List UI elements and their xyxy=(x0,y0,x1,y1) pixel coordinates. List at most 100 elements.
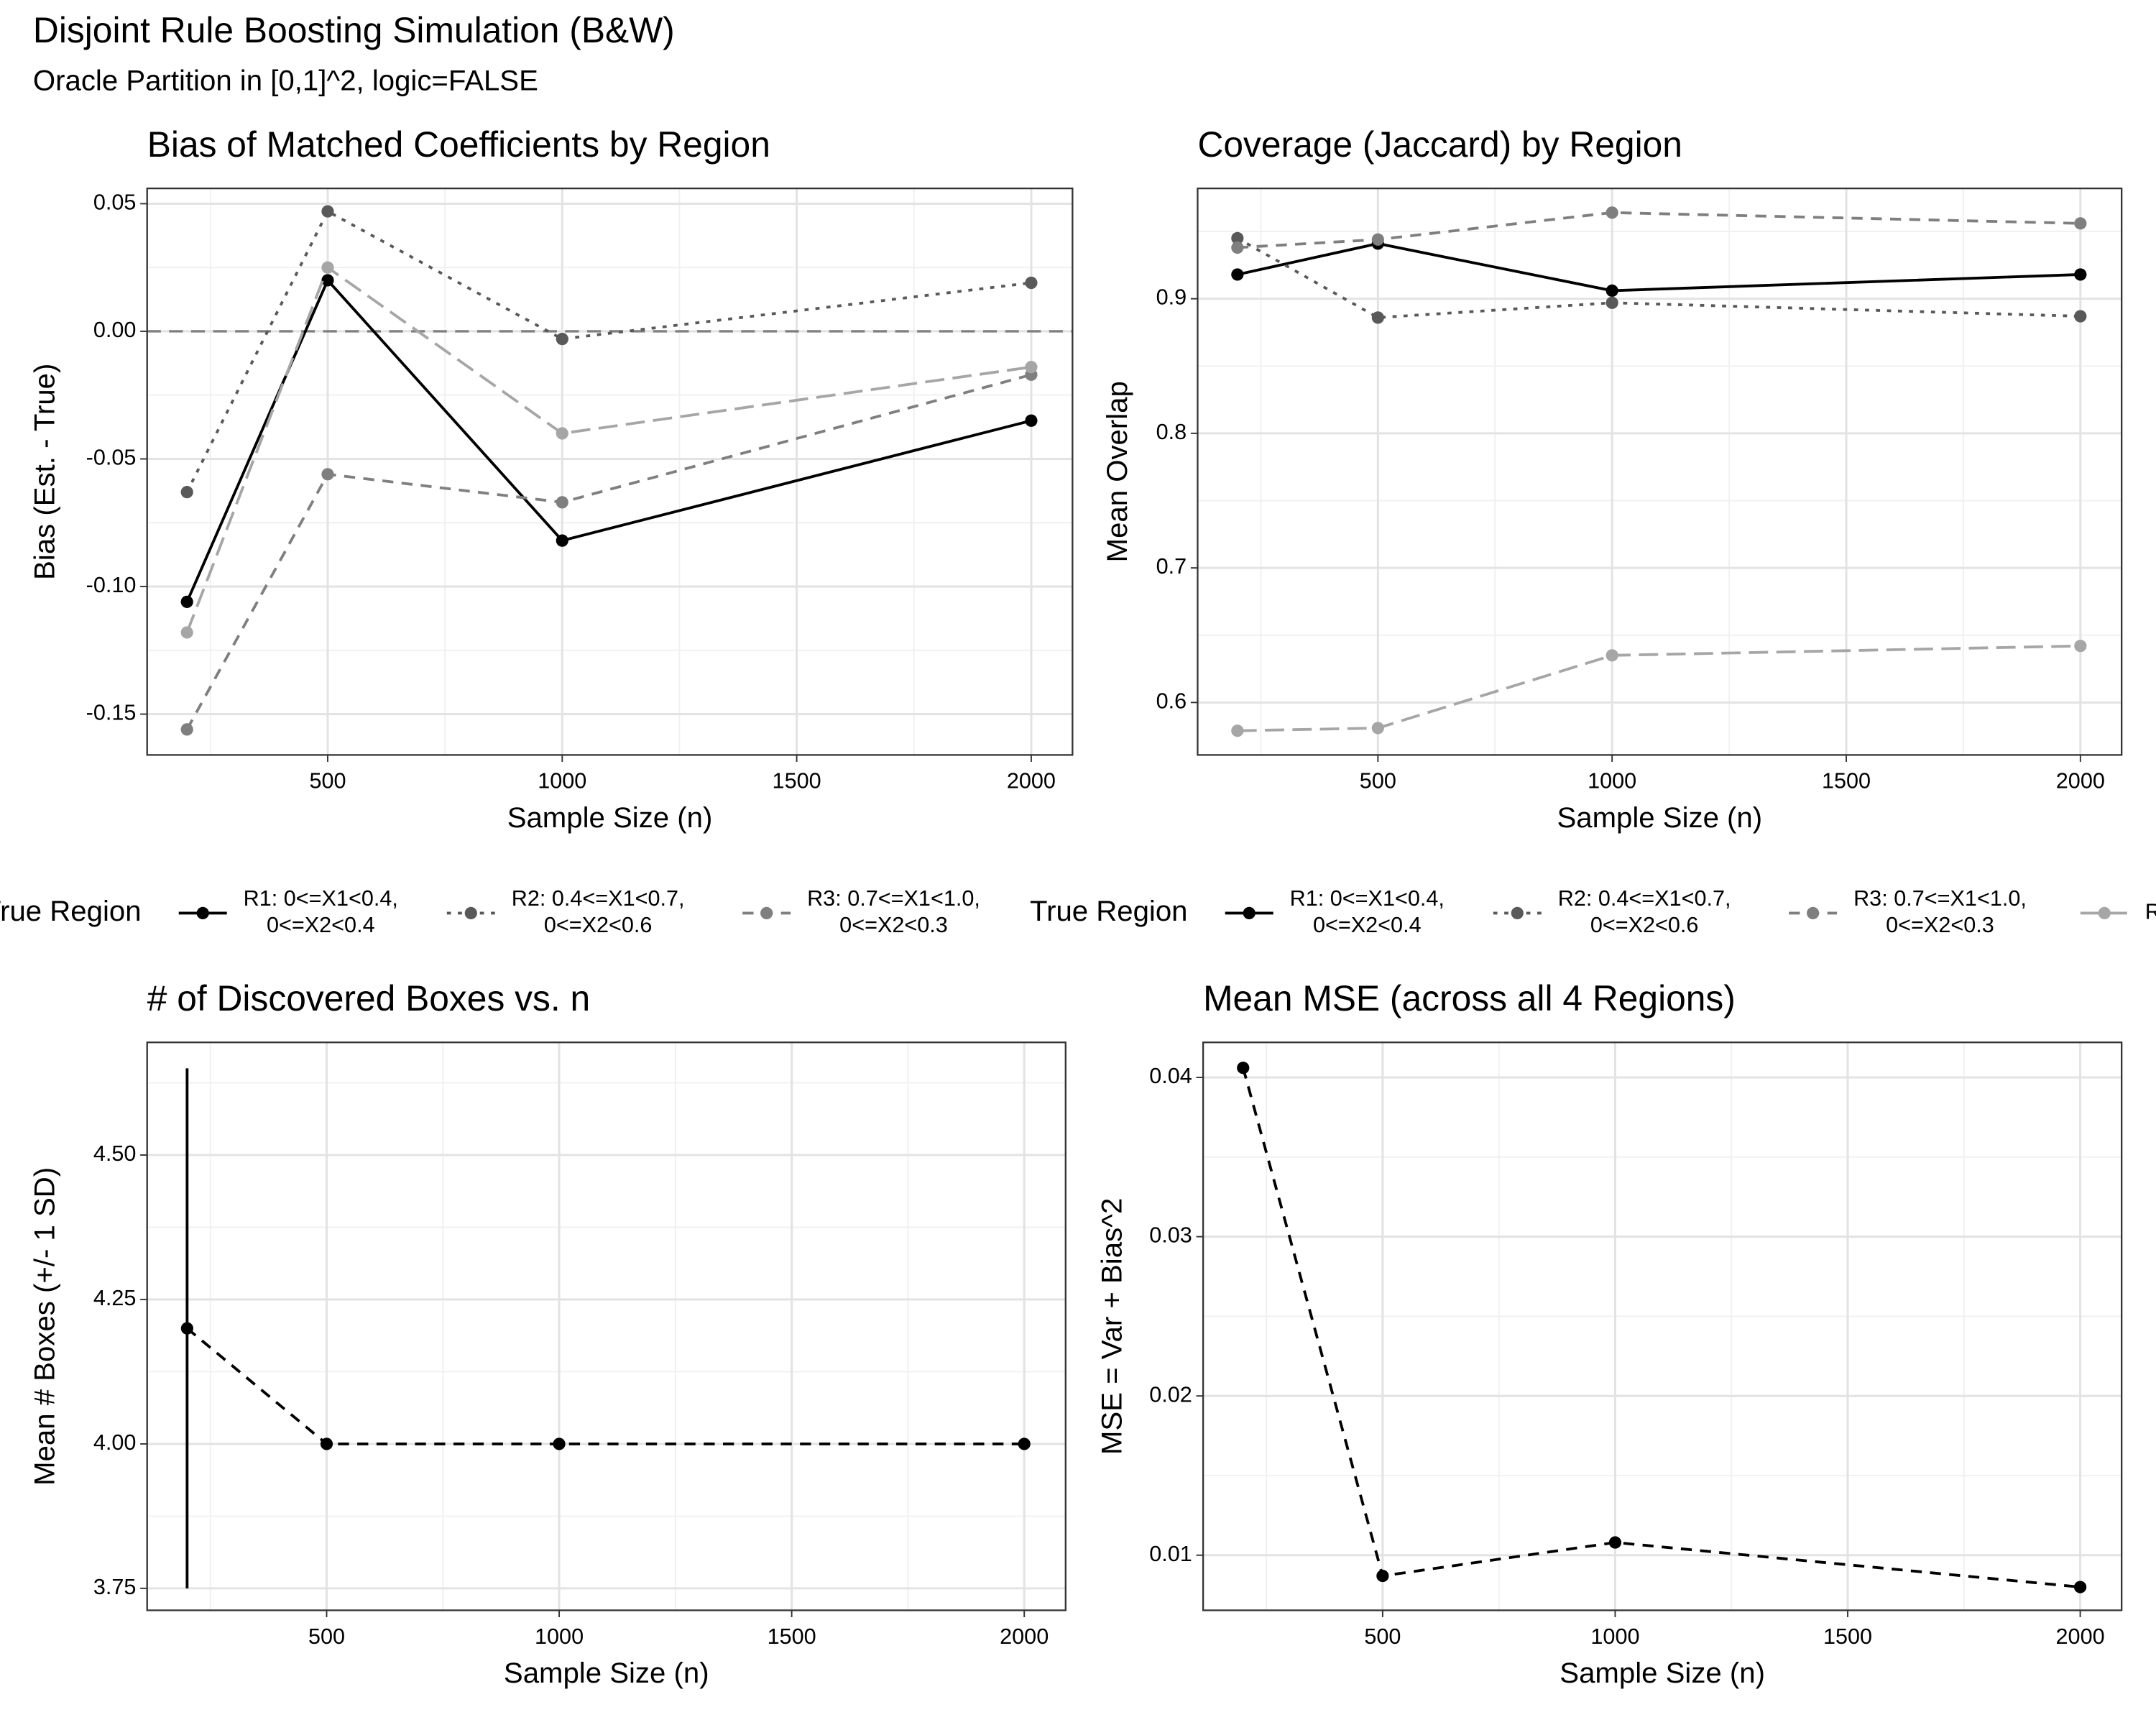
series-line xyxy=(185,265,1032,633)
legend-title: True Region xyxy=(1030,895,1188,927)
data-point xyxy=(320,1438,333,1450)
x-tick-label: 1500 xyxy=(773,769,821,794)
data-point xyxy=(1018,1438,1031,1450)
y-tick-label: 4.25 xyxy=(93,1286,137,1310)
data-point xyxy=(1025,414,1038,427)
legend-key-point xyxy=(760,906,773,920)
data-point xyxy=(1237,1062,1250,1075)
y-axis-label: MSE = Var + Bias^2 xyxy=(1095,1198,1128,1455)
data-point xyxy=(1608,1536,1622,1549)
series-line xyxy=(1237,211,2081,249)
x-tick-label: 500 xyxy=(1360,769,1396,794)
data-point xyxy=(556,534,568,547)
data-point xyxy=(1371,233,1384,246)
y-tick-label: 0.04 xyxy=(1149,1064,1192,1088)
x-tick-label: 1000 xyxy=(538,769,586,794)
panel-title: Bias of Matched Coefficients by Region xyxy=(147,124,770,165)
data-point xyxy=(2074,217,2087,230)
panel: Mean MSE (across all 4 Regions) Sample Si… xyxy=(1095,978,2123,1689)
x-tick-label: 2000 xyxy=(1007,769,1056,794)
panel: # of Discovered Boxes vs. n Sample Size (… xyxy=(29,978,1067,1689)
y-tick-label: 0.03 xyxy=(1149,1223,1192,1248)
figure-title: Disjoint Rule Boosting Simulation (B&W) xyxy=(33,10,675,50)
legend-label: R3: 0.7<=X1<1.0, 0<=X2<0.3 xyxy=(1853,886,2027,937)
series-line xyxy=(1237,242,2081,293)
x-axis-label: Sample Size (n) xyxy=(1560,1657,1765,1689)
y-tick-label: 4.50 xyxy=(93,1141,137,1166)
series-line xyxy=(1237,644,2081,732)
x-axis-label: Sample Size (n) xyxy=(1557,801,1762,834)
panel-border xyxy=(146,1041,1067,1611)
legend-key-point xyxy=(1511,906,1524,920)
data-point xyxy=(1376,1569,1389,1583)
y-tick-label: 0.01 xyxy=(1149,1542,1192,1566)
data-point xyxy=(1606,206,1618,219)
legend-background xyxy=(1024,863,2156,963)
data-point xyxy=(1231,241,1244,254)
series-line xyxy=(1236,236,2081,319)
figure-subtitle: Oracle Partition in [0,1]^2, logic=FALSE xyxy=(33,64,538,96)
data-point xyxy=(1231,231,1244,245)
y-axis-label: Bias (Est. - True) xyxy=(29,364,61,580)
legend-label: R1: 0<=X1<0.4, 0<=X2<0.4 xyxy=(1290,886,1445,937)
data-point xyxy=(556,333,568,346)
data-point xyxy=(321,205,334,218)
y-tick-label: 0.9 xyxy=(1156,285,1187,310)
x-tick-label: 1500 xyxy=(1822,769,1871,794)
legend-key-point xyxy=(1807,906,1820,920)
y-tick-label: 0.7 xyxy=(1156,554,1187,579)
data-point xyxy=(180,626,193,639)
x-tick-label: 1000 xyxy=(1588,769,1636,794)
x-axis-label: Sample Size (n) xyxy=(507,801,713,834)
y-tick-label: 0.02 xyxy=(1149,1382,1192,1407)
data-point xyxy=(1606,649,1618,662)
panel: Bias of Matched Coefficients by Region Sa… xyxy=(29,124,1074,834)
data-point xyxy=(1231,268,1244,281)
y-axis-label: Mean Overlap xyxy=(1101,381,1133,562)
series-line xyxy=(185,209,1032,493)
x-tick-label: 1500 xyxy=(768,1624,816,1649)
data-point xyxy=(553,1438,566,1450)
data-point xyxy=(321,274,334,287)
data-point xyxy=(1025,276,1038,290)
legend-key-point xyxy=(2098,906,2111,920)
x-tick-label: 2000 xyxy=(1000,1624,1049,1649)
data-point xyxy=(1606,296,1618,309)
data-point xyxy=(556,427,568,440)
data-point xyxy=(556,496,568,509)
y-axis-label: Mean # Boxes (+/- 1 SD) xyxy=(29,1167,61,1486)
data-point xyxy=(2074,268,2087,281)
legend-title: True Region xyxy=(0,895,142,927)
y-tick-label: 0.8 xyxy=(1156,420,1187,444)
x-tick-label: 500 xyxy=(309,769,346,794)
data-point xyxy=(321,468,334,481)
legend-key-point xyxy=(1243,906,1256,920)
x-tick-label: 1500 xyxy=(1823,1624,1872,1649)
data-point xyxy=(1371,311,1384,324)
panel: Coverage (Jaccard) by Region Sample Size … xyxy=(1101,124,2123,834)
data-point xyxy=(2073,1581,2087,1593)
y-tick-label: 0.05 xyxy=(93,190,137,215)
data-point xyxy=(1371,722,1384,735)
data-point xyxy=(2074,310,2087,323)
data-point xyxy=(1606,284,1618,298)
panel-title: # of Discovered Boxes vs. n xyxy=(147,978,590,1018)
y-tick-label: 0.00 xyxy=(93,318,137,342)
data-point xyxy=(321,261,334,274)
x-axis-label: Sample Size (n) xyxy=(504,1657,709,1689)
series-line xyxy=(1241,1067,2081,1588)
x-tick-label: 500 xyxy=(308,1624,345,1649)
panel-border xyxy=(1202,1041,2123,1611)
data-point xyxy=(1025,361,1038,374)
legend-label: R2: 0.4<=X1<0.7, 0<=X2<0.6 xyxy=(1558,886,1731,937)
legend-key-point xyxy=(464,906,477,920)
panel-title: Coverage (Jaccard) by Region xyxy=(1197,124,1682,165)
x-tick-label: 2000 xyxy=(2056,769,2105,794)
y-tick-label: 4.00 xyxy=(93,1430,137,1455)
series-line xyxy=(185,373,1032,730)
x-tick-label: 500 xyxy=(1364,1624,1401,1649)
panel-title: Mean MSE (across all 4 Regions) xyxy=(1203,978,1736,1018)
y-tick-label: -0.10 xyxy=(86,573,137,597)
